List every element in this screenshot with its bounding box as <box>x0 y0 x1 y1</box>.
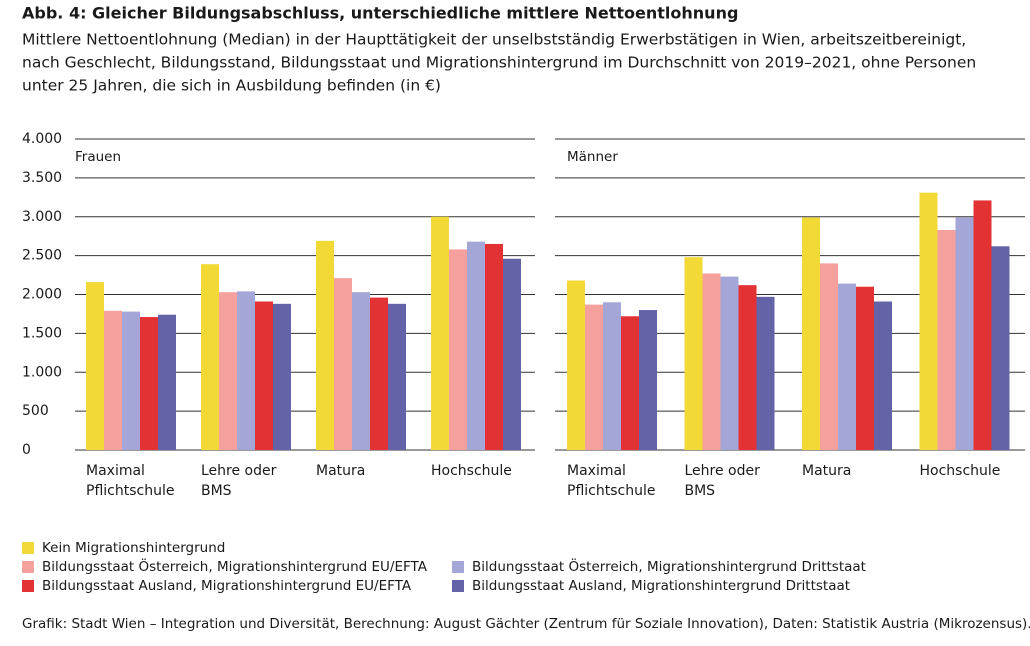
y-tick-label: 2.000 <box>22 287 62 303</box>
x-tick-label: Pflichtschule <box>86 483 174 499</box>
bar <box>585 304 603 450</box>
y-tick-label: 500 <box>22 403 49 419</box>
legend-swatch <box>452 580 464 592</box>
x-tick-label: Matura <box>316 463 365 479</box>
panel-title: Frauen <box>75 149 121 165</box>
bar <box>122 311 140 450</box>
legend-label: Bildungsstaat Ausland, Migrationshinterg… <box>472 578 850 594</box>
bar <box>991 246 1010 450</box>
y-tick-label: 3.500 <box>22 170 62 186</box>
bar <box>955 217 974 450</box>
legend-swatch <box>452 561 464 573</box>
legend-swatch <box>22 561 34 573</box>
bar <box>467 241 485 450</box>
subtitle: unter 25 Jahren, die sich in Ausbildung … <box>22 77 441 95</box>
y-tick-label: 4.000 <box>22 131 62 147</box>
bar <box>856 286 874 450</box>
bar <box>449 249 467 450</box>
legend-label: Bildungsstaat Österreich, Migrationshint… <box>42 557 428 575</box>
bar <box>684 257 703 450</box>
x-tick-label: Hochschule <box>431 463 512 479</box>
panel-title: Männer <box>567 149 618 165</box>
legend-label: Bildungsstaat Ausland, Migrationshinterg… <box>42 578 412 594</box>
bar <box>140 317 158 450</box>
bar <box>431 216 449 450</box>
subtitle: Mittlere Nettoentlohnung (Median) in der… <box>22 31 966 49</box>
y-tick-label: 1.000 <box>22 364 62 380</box>
bar <box>973 200 992 450</box>
bar <box>237 291 255 450</box>
x-tick-label: Pflichtschule <box>567 483 655 499</box>
bar <box>485 243 503 450</box>
bar <box>567 280 585 450</box>
legend-swatch <box>22 542 34 554</box>
bar <box>820 263 838 450</box>
x-tick-label: BMS <box>685 483 716 499</box>
bar <box>219 292 237 450</box>
bar <box>874 301 892 450</box>
bar <box>802 217 820 450</box>
bar <box>503 258 521 450</box>
x-tick-label: Lehre oder <box>685 463 761 479</box>
bar <box>603 302 621 450</box>
y-tick-label: 1.500 <box>22 325 62 341</box>
bar <box>104 310 122 450</box>
y-tick-label: 0 <box>22 442 31 458</box>
bar <box>86 282 104 450</box>
bar <box>255 301 273 450</box>
x-tick-label: Maximal <box>86 463 145 479</box>
bar <box>352 292 370 450</box>
bar <box>738 285 757 450</box>
y-tick-label: 3.000 <box>22 209 62 225</box>
x-tick-label: Matura <box>802 463 851 479</box>
bar <box>334 278 352 450</box>
x-tick-label: Maximal <box>567 463 626 479</box>
bar <box>273 303 291 450</box>
legend-label: Bildungsstaat Österreich, Migrationshint… <box>472 557 866 575</box>
subtitle: nach Geschlecht, Bildungsstand, Bildungs… <box>22 54 976 72</box>
bar <box>756 296 775 450</box>
x-tick-label: Hochschule <box>920 463 1001 479</box>
bar <box>702 273 721 450</box>
bar <box>919 192 938 450</box>
bar <box>639 310 657 450</box>
source: Grafik: Stadt Wien – Integration und Div… <box>22 616 1030 632</box>
x-tick-label: BMS <box>201 483 232 499</box>
bar <box>316 240 334 450</box>
x-tick-label: Lehre oder <box>201 463 277 479</box>
bar <box>388 303 406 450</box>
bar <box>937 229 956 450</box>
legend-label: Kein Migrationshintergrund <box>42 540 225 556</box>
legend-swatch <box>22 580 34 592</box>
bar <box>370 297 388 450</box>
bar <box>838 283 856 450</box>
bar <box>720 276 739 450</box>
bar <box>158 314 176 450</box>
y-tick-label: 2.500 <box>22 248 62 264</box>
chart-title: Abb. 4: Gleicher Bildungsabschluss, unte… <box>22 4 738 23</box>
bar <box>201 264 219 450</box>
bar <box>621 316 639 450</box>
